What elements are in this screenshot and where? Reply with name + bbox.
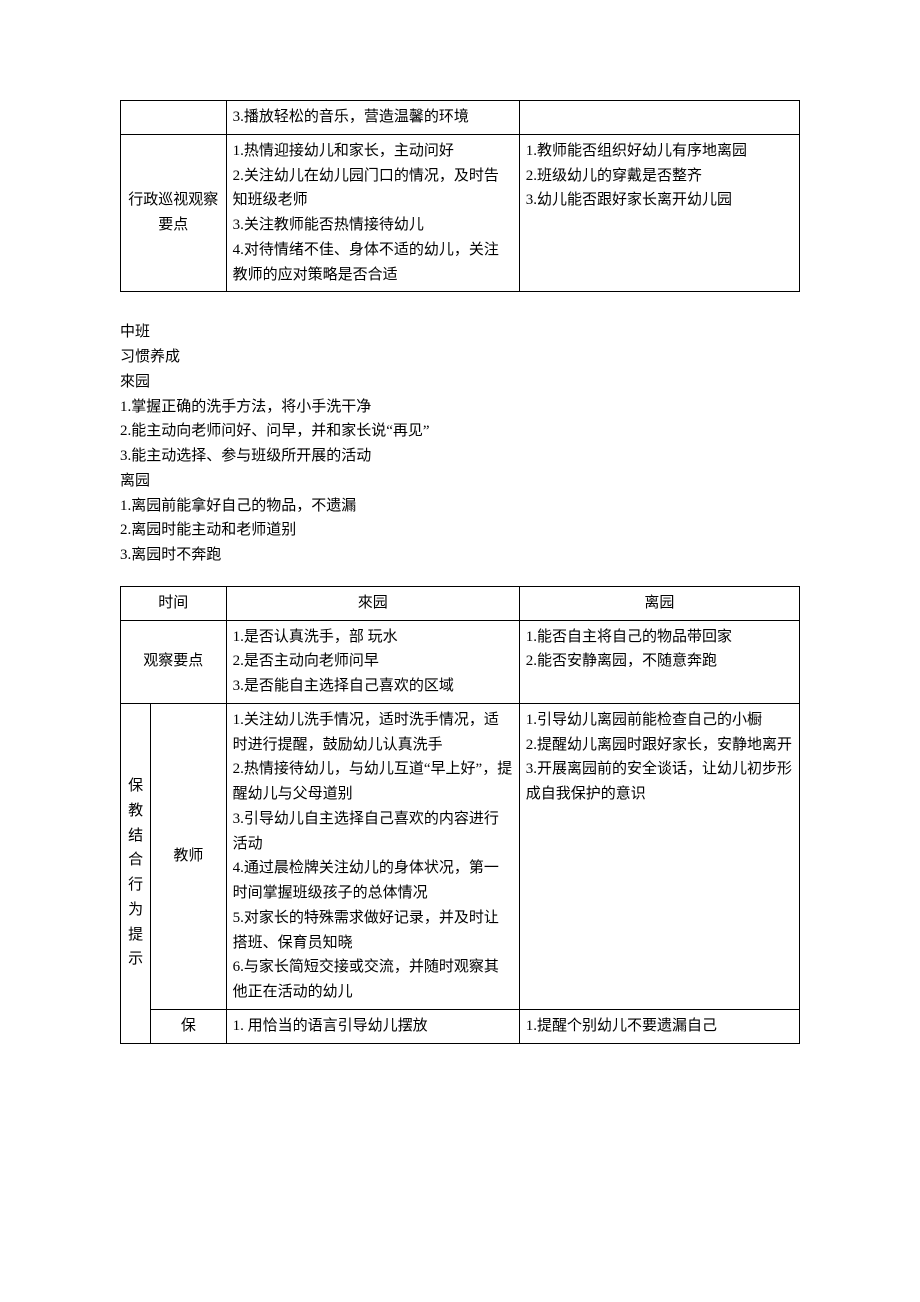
table-row: 时间 來园 离园 xyxy=(121,586,800,620)
cell-content: 1.热情迎接幼儿和家长，主动问好 2.关注幼儿在幼儿园门口的情况，及时告知班级老… xyxy=(226,134,519,292)
header-time: 时间 xyxy=(121,586,227,620)
text-line: 离园 xyxy=(120,469,800,494)
cell-label: 保 xyxy=(151,1009,226,1043)
text-line: 3.离园时不奔跑 xyxy=(120,543,800,568)
header-departure: 离园 xyxy=(519,586,799,620)
table-row: 保 1. 用恰当的语言引导幼儿摆放 1.提醒个别幼儿不要遗漏自己 xyxy=(121,1009,800,1043)
cell-content: 1. 用恰当的语言引导幼儿摆放 xyxy=(226,1009,519,1043)
text-line: 2.能主动向老师问好、问早，并和家长说“再见” xyxy=(120,419,800,444)
cell-content: 1.关注幼儿洗手情况，适时洗手情况，适时进行提醒，鼓励幼儿认真洗手 2.热情接待… xyxy=(226,703,519,1009)
cell-content: 1.能否自主将自己的物品带回家 2.能否安静离园，不随意奔跑 xyxy=(519,620,799,703)
cell-empty xyxy=(121,101,227,135)
text-line: 1.离园前能拿好自己的物品，不遗漏 xyxy=(120,494,800,519)
table-bottom: 时间 來园 离园 观察要点 1.是否认真洗手，部 玩水 2.是否主动向老师问早 … xyxy=(120,586,800,1044)
text-line: 1.掌握正确的洗手方法，将小手洗干净 xyxy=(120,395,800,420)
cell-content: 1.提醒个别幼儿不要遗漏自己 xyxy=(519,1009,799,1043)
text-line: 3.能主动选择、参与班级所开展的活动 xyxy=(120,444,800,469)
table-row: 保教结合行为提示 教师 1.关注幼儿洗手情况，适时洗手情况，适时进行提醒，鼓励幼… xyxy=(121,703,800,1009)
cell-empty xyxy=(519,101,799,135)
cell-label-vert: 保教结合行为提示 xyxy=(121,703,151,1043)
text-line: 习惯养成 xyxy=(120,345,800,370)
cell-content: 1.是否认真洗手，部 玩水 2.是否主动向老师问早 3.是否能自主选择自己喜欢的… xyxy=(226,620,519,703)
text-line: 中班 xyxy=(120,320,800,345)
table-top: 3.播放轻松的音乐，营造温馨的环境 行政巡视观察要点 1.热情迎接幼儿和家长，主… xyxy=(120,100,800,292)
cell-content: 1.引导幼儿离园前能检查自己的小橱 2.提醒幼儿离园时跟好家长，安静地离开 3.… xyxy=(519,703,799,1009)
cell-label: 观察要点 xyxy=(121,620,227,703)
section-middle-text: 中班 习惯养成 來园 1.掌握正确的洗手方法，将小手洗干净 2.能主动向老师问好… xyxy=(120,320,800,568)
table-row: 3.播放轻松的音乐，营造温馨的环境 xyxy=(121,101,800,135)
table-row: 观察要点 1.是否认真洗手，部 玩水 2.是否主动向老师问早 3.是否能自主选择… xyxy=(121,620,800,703)
cell-label: 教师 xyxy=(151,703,226,1009)
cell-content: 1.教师能否组织好幼儿有序地离园 2.班级幼儿的穿戴是否整齐 3.幼儿能否跟好家… xyxy=(519,134,799,292)
cell-content: 3.播放轻松的音乐，营造温馨的环境 xyxy=(226,101,519,135)
text-line: 來园 xyxy=(120,370,800,395)
cell-label: 行政巡视观察要点 xyxy=(121,134,227,292)
header-arrival: 來园 xyxy=(226,586,519,620)
text-line: 2.离园时能主动和老师道别 xyxy=(120,518,800,543)
table-row: 行政巡视观察要点 1.热情迎接幼儿和家长，主动问好 2.关注幼儿在幼儿园门口的情… xyxy=(121,134,800,292)
